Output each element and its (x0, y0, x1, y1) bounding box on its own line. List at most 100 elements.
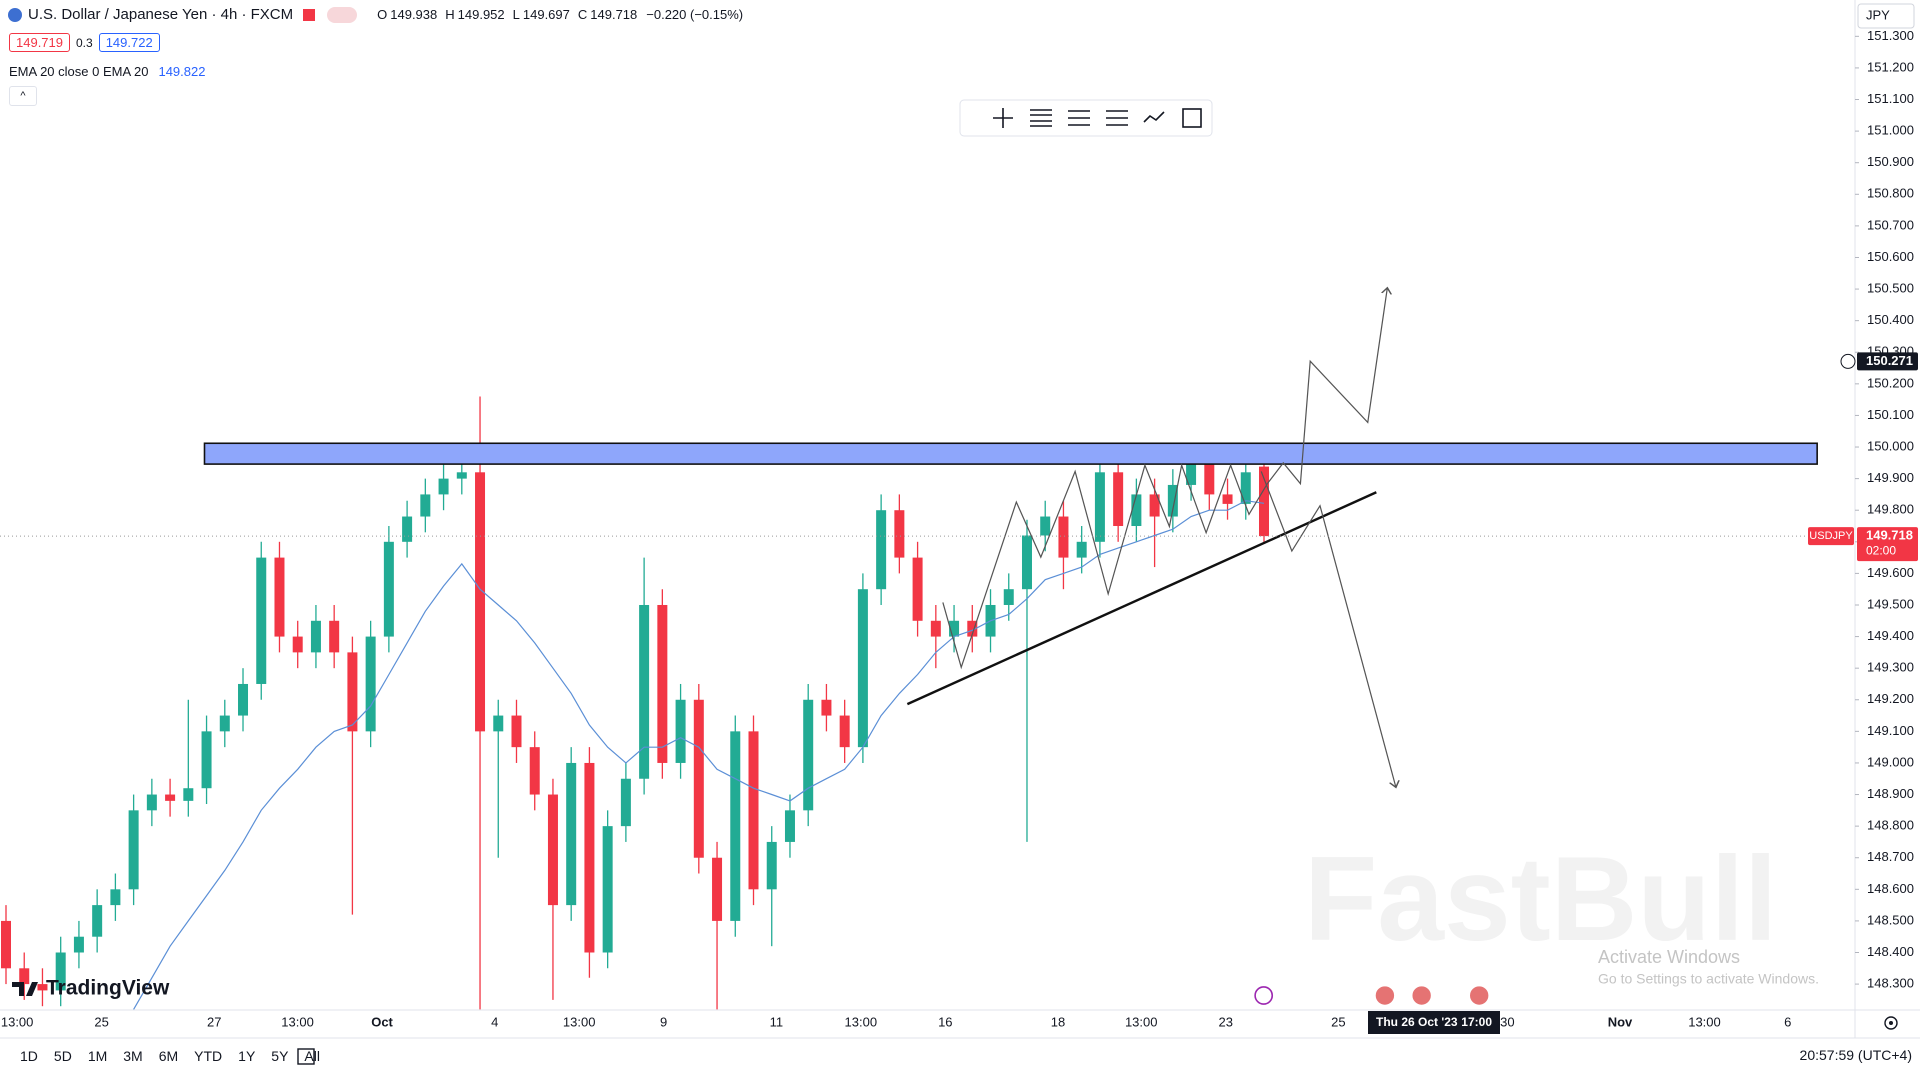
x-tick-label: 4 (491, 1014, 498, 1029)
range-button[interactable]: 1M (87, 1048, 108, 1064)
candle-body (1186, 456, 1197, 485)
x-tick-label: 13:00 (1, 1014, 34, 1029)
add-alert-icon[interactable] (1840, 353, 1856, 369)
candle-body (1204, 456, 1215, 495)
ask[interactable]: 149.722 (98, 33, 160, 52)
candle-body (511, 715, 522, 748)
candle-body (748, 731, 759, 890)
os-notice-title: Activate Windows (1598, 947, 1740, 967)
candle-body (1076, 541, 1087, 558)
candle-body (639, 604, 650, 779)
crosshair-price: 150.271 (1866, 353, 1913, 368)
change: −0.220 (−0.15%) (646, 7, 744, 22)
ohlc-value: 149.952 (457, 7, 505, 22)
y-tick-label: 151.100 (1867, 91, 1914, 106)
ohlc-value: 149.938 (390, 7, 438, 22)
y-tick-label: 150.700 (1867, 217, 1914, 232)
y-tick-label: 149.500 (1867, 596, 1914, 611)
candle-body (73, 936, 84, 953)
candle-body (547, 794, 558, 906)
drawing-toolbar[interactable] (959, 99, 1213, 137)
y-tick-label: 150.100 (1867, 407, 1914, 422)
indicator-name: EMA 20 close 0 EMA 20 (9, 64, 149, 79)
y-tick-label: 148.900 (1867, 786, 1914, 801)
y-tick-label: 149.800 (1867, 502, 1914, 517)
event-icons (1254, 985, 1490, 1006)
candle-body (1021, 535, 1032, 590)
y-tick-label: 150.900 (1867, 154, 1914, 169)
range-button[interactable]: 6M (158, 1048, 179, 1064)
candle-body (712, 857, 723, 921)
settings-icon[interactable] (1884, 1016, 1898, 1030)
calendar-icon[interactable] (297, 1048, 315, 1065)
candle-body (146, 794, 157, 811)
range-button[interactable]: 1D (20, 1048, 38, 1064)
x-tick-label: Nov (1608, 1014, 1633, 1029)
ohlc-value: 149.718 (590, 7, 638, 22)
x-tick-label: Oct (371, 1014, 393, 1029)
y-tick-label: 149.200 (1867, 691, 1914, 706)
indicator-row: EMA 20 close 0 EMA 20 149.822 (9, 64, 205, 79)
currency-button[interactable] (1857, 3, 1915, 29)
candle-body (420, 494, 431, 517)
range-button[interactable]: 3M (123, 1048, 143, 1064)
y-tick-label: 150.400 (1867, 312, 1914, 327)
candle-body (438, 478, 449, 495)
candles (1, 396, 1269, 1010)
crosshair-price-tag (1857, 352, 1918, 371)
candle-body (402, 516, 413, 542)
range-button[interactable]: All (304, 1048, 320, 1064)
range-button[interactable]: 1Y (238, 1048, 256, 1064)
candle-body (165, 794, 176, 801)
candle-body (894, 510, 905, 558)
candle-body (37, 984, 48, 991)
tradingview-logo: TradingView (12, 977, 170, 1000)
candle-body (967, 620, 978, 637)
range-button[interactable]: 5Y (271, 1048, 289, 1064)
candle-body (1040, 516, 1051, 536)
candle-body (912, 557, 923, 621)
collapse-button[interactable]: ^ (9, 86, 37, 106)
candle-body (201, 731, 212, 789)
candle-body (92, 905, 103, 937)
candle-body (383, 541, 394, 637)
candle-body (128, 810, 139, 890)
x-tick-label: 13:00 (845, 1014, 878, 1029)
candle-body (803, 699, 814, 811)
y-tick-label: 150.000 (1867, 438, 1914, 453)
range-button[interactable]: YTD (194, 1048, 223, 1064)
candle-body (821, 699, 832, 716)
candle-body (839, 715, 850, 748)
y-tick-label: 148.800 (1867, 818, 1914, 833)
bullish-path (942, 288, 1387, 670)
candle-body (274, 557, 285, 637)
price-tag-text: 149.718 (1866, 528, 1913, 543)
y-tick-label: 148.300 (1867, 976, 1914, 991)
y-tick-label: 151.000 (1867, 123, 1914, 138)
watermark: FastBull (1304, 832, 1777, 966)
data-status (327, 6, 358, 23)
indicator-value: 149.822 (158, 64, 206, 79)
y-tick-label: 149.400 (1867, 628, 1914, 643)
y-tick-label: 151.300 (1867, 28, 1914, 43)
y-tick-label: 148.500 (1867, 912, 1914, 927)
market-status (303, 8, 316, 21)
y-tick-label: 150.500 (1867, 281, 1914, 296)
ohlc-letter: O (377, 7, 388, 22)
bid[interactable]: 149.719 (9, 33, 70, 52)
price-tag (1857, 527, 1918, 562)
candle-body (730, 731, 741, 921)
range-button[interactable]: 5D (53, 1048, 72, 1064)
y-tick-label: 149.100 (1867, 723, 1914, 738)
os-notice-text: Go to Settings to activate Windows. (1598, 971, 1819, 987)
candle-body (329, 620, 340, 653)
x-tick-label: 9 (660, 1014, 667, 1029)
header-row: U.S. Dollar / Japanese Yen · 4h · FXCM O… (8, 6, 743, 23)
y-tick-label: 148.400 (1867, 944, 1914, 959)
candle-body (620, 778, 631, 827)
countdown: 02:00 (1866, 543, 1896, 557)
symbol-title: U.S. Dollar / Japanese Yen · 4h · FXCM (28, 6, 294, 23)
range-toolbar: 1D 5D 1M 3M 6M YTD 1Y 5Y All (14, 1046, 326, 1066)
symbol-tag (1808, 527, 1854, 546)
candle-body (784, 810, 795, 842)
